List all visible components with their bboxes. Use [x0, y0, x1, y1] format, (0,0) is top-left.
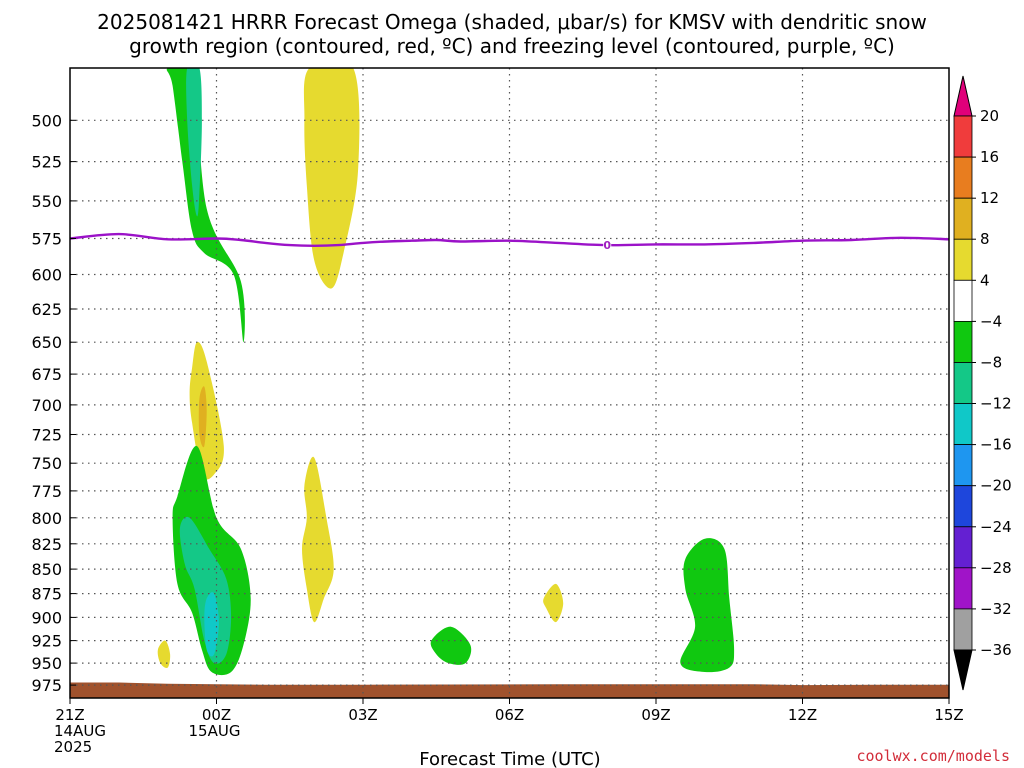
colorbar-bottom-arrow	[953, 649, 973, 691]
colorbar-bin-9	[953, 485, 973, 528]
colorbar-label-8: −16	[980, 436, 1012, 454]
ytick-label-975: 975	[31, 676, 62, 695]
xtick-label-0-2: 2025	[54, 738, 92, 756]
omega-region-9	[302, 456, 334, 623]
omega-region-3	[189, 342, 224, 480]
colorbar-label-6: −8	[980, 354, 1002, 372]
omega-region-4	[198, 386, 207, 448]
colorbar-bin-3	[953, 238, 973, 281]
grid-layer	[70, 68, 949, 698]
ytick-label-550: 550	[31, 192, 62, 211]
colorbar-bin-12	[953, 608, 973, 651]
ytick-label-900: 900	[31, 608, 62, 627]
freezing-level-label: 0	[603, 239, 611, 252]
xtick-label-18-0: 15Z	[934, 706, 963, 724]
colorbar-label-4: 4	[980, 271, 990, 289]
ytick-label-875: 875	[31, 585, 62, 604]
colorbar-label-11: −28	[980, 559, 1012, 577]
xtick-label-9-0: 06Z	[495, 706, 524, 724]
credit-link[interactable]: coolwx.com/models	[856, 747, 1010, 765]
chart-title-line-1: 2025081421 HRRR Forecast Omega (shaded, …	[97, 10, 927, 34]
ytick-label-950: 950	[31, 654, 62, 673]
omega-region-11	[543, 583, 564, 623]
terrain-fill	[70, 682, 949, 698]
colorbar-label-12: −32	[980, 600, 1012, 618]
ytick-label-600: 600	[31, 266, 62, 285]
omega-region-12	[680, 538, 735, 673]
omega-region-2	[303, 68, 360, 289]
colorbar-bin-6	[953, 362, 973, 404]
ytick-label-525: 525	[31, 153, 62, 172]
colorbar-label-1: 16	[980, 148, 999, 166]
freezing-level-line	[70, 232, 949, 248]
xtick-label-3-0: 00Z	[202, 706, 231, 724]
ytick-label-625: 625	[31, 300, 62, 319]
ytick-label-800: 800	[31, 509, 62, 528]
omega-shaded-layer	[157, 68, 735, 676]
xtick-label-12-0: 09Z	[641, 706, 670, 724]
ytick-label-700: 700	[31, 396, 62, 415]
xtick-label-0-0: 21Z	[55, 706, 84, 724]
xtick-label-6-0: 03Z	[348, 706, 377, 724]
omega-region-10	[430, 626, 472, 665]
colorbar: 20 16 12 8 4 −4 −8 −12 −16 −20 −24 −28 −32 −36	[953, 75, 1012, 691]
colorbar-bin-1	[953, 156, 973, 199]
x-axis-label: Forecast Time (UTC)	[419, 749, 600, 768]
ytick-label-925: 925	[31, 632, 62, 651]
colorbar-bin-7	[953, 403, 973, 445]
colorbar-bin-5	[953, 320, 973, 363]
colorbar-label-10: −24	[980, 518, 1012, 536]
colorbar-bin-11	[953, 567, 973, 610]
colorbar-bin-8	[953, 444, 973, 487]
freezing-level-label-bg	[603, 239, 612, 252]
colorbar-label-9: −20	[980, 477, 1012, 495]
ytick-label-725: 725	[31, 426, 62, 445]
omega-region-0	[166, 68, 245, 343]
ytick-label-825: 825	[31, 535, 62, 554]
xtick-label-15-0: 12Z	[788, 706, 817, 724]
terrain-layer	[70, 682, 949, 698]
ytick-label-500: 500	[31, 111, 62, 130]
ytick-label-575: 575	[31, 230, 62, 249]
ytick-label-675: 675	[31, 365, 62, 384]
freezing-level-layer: 0	[70, 232, 949, 252]
omega-region-8	[157, 640, 171, 668]
colorbar-label-3: 8	[980, 230, 990, 248]
ytick-label-775: 775	[31, 482, 62, 501]
colorbar-label-7: −12	[980, 395, 1012, 413]
ytick-label-750: 750	[31, 454, 62, 473]
colorbar-bin-10	[953, 526, 973, 569]
colorbar-label-2: 12	[980, 189, 999, 207]
xtick-label-0-1: 14AUG	[54, 722, 106, 740]
colorbar-label-13: −36	[980, 641, 1012, 659]
ytick-label-850: 850	[31, 560, 62, 579]
ytick-label-650: 650	[31, 333, 62, 352]
chart-title-line-2: growth region (contoured, red, ºC) and f…	[129, 34, 895, 58]
colorbar-bin-2	[953, 197, 973, 240]
colorbar-bin-0	[953, 115, 973, 158]
xtick-label-3-1: 15AUG	[189, 722, 241, 740]
colorbar-label-5: −4	[980, 312, 1002, 330]
colorbar-label-0: 20	[980, 107, 999, 125]
colorbar-top-arrow	[953, 75, 973, 117]
colorbar-bin-4	[953, 279, 973, 322]
omega-region-1	[186, 68, 202, 217]
y-axis-ticks: 500 525 550 575 600 625 650 675 700 725 750 775 800 8…	[31, 111, 76, 695]
